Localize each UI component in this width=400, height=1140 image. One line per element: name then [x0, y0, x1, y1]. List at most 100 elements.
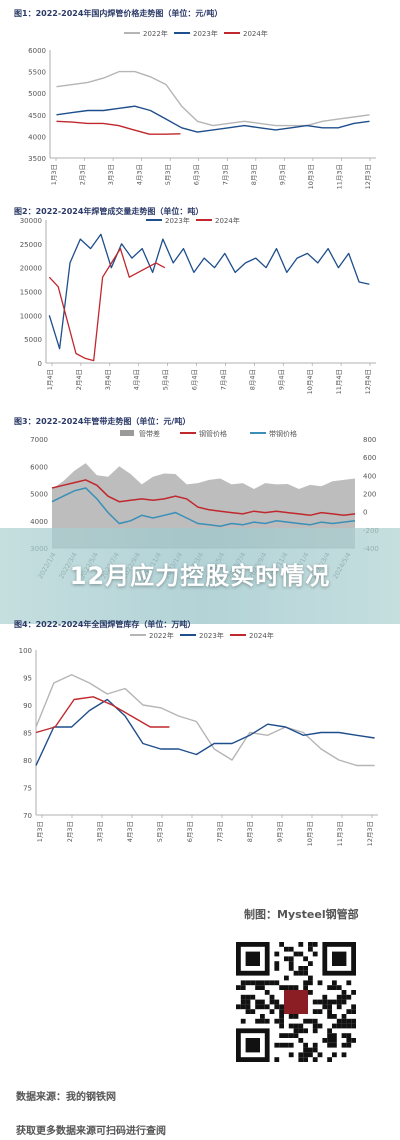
qr-module [303, 980, 308, 986]
x-tick-label: 1月3日 [36, 821, 44, 842]
qr-module [322, 1038, 328, 1043]
qr-module [303, 970, 308, 976]
qr-module [284, 946, 289, 952]
qr-module [332, 1042, 337, 1048]
y-tick-label: 25000 [20, 241, 42, 249]
more-info-note: 获取更多数据来源可扫码进行查阅 [16, 1126, 166, 1137]
qr-module [284, 1042, 289, 1048]
qr-module [260, 1018, 265, 1024]
qr-module [274, 1057, 280, 1062]
x-tick-label: 8月3日 [246, 821, 254, 842]
qr-module [327, 999, 332, 1005]
y2-tick-label: 200 [363, 491, 376, 499]
series-line-0 [48, 233, 370, 350]
y-tick-label: 3500 [28, 155, 46, 163]
x-tick-label: 12月3日 [364, 164, 372, 189]
qr-module [274, 961, 280, 966]
qr-module [312, 1028, 318, 1034]
series-line-1 [56, 105, 370, 133]
qr-module [279, 1023, 284, 1029]
qr-module [284, 985, 289, 990]
qr-module [308, 1018, 313, 1024]
x-tick-label: 8月3日 [250, 164, 258, 185]
qr-module [245, 1004, 251, 1010]
qr-module [255, 1018, 260, 1024]
chart4-svg: 70 75 80 85 90 95 100 1月3日 2月3日 3月3日 4月3日 5月3日 6月3日 7… [19, 631, 378, 846]
qr-module [312, 1057, 318, 1062]
x-tick-label: 4月4日 [133, 369, 141, 390]
qr-module [312, 951, 318, 957]
legend-label: 2023年 [199, 631, 224, 640]
qr-module [346, 1018, 352, 1024]
qr-module [308, 990, 313, 995]
y-tick-label: 75 [23, 785, 32, 793]
chart1-panel: 图1：2022-2024年国内焊管价格走势图（单位：元/吨） 3500 4000 4… [0, 0, 400, 200]
qr-module [298, 1052, 304, 1058]
y-tick-label: 70 [23, 812, 32, 820]
qr-module [269, 999, 275, 1005]
legend-label: 2024年 [215, 216, 240, 225]
qr-module [346, 1023, 352, 1029]
qr-module [279, 1004, 284, 1010]
qr-module [245, 1009, 251, 1014]
qr-module [308, 975, 313, 981]
qr-module [346, 994, 352, 1000]
qr-module [303, 1057, 308, 1062]
qr-module [293, 1033, 299, 1038]
qr-module [269, 980, 275, 986]
x-tick-label: 11月4日 [335, 369, 343, 394]
qr-finder-core [245, 951, 260, 966]
qr-module [312, 999, 318, 1005]
series-line-2 [35, 696, 170, 734]
qr-module [322, 994, 328, 1000]
y-tick-label: 5000 [28, 90, 46, 98]
qr-module [303, 1052, 308, 1058]
y-tick-label: 85 [23, 730, 32, 738]
qr-module [269, 994, 275, 1000]
qr-module [351, 1018, 356, 1024]
qr-module [298, 1023, 304, 1029]
title-banner: 12月应力控股实时情况 [0, 528, 400, 624]
chart2-panel: 图2：2022-2024年焊管成交量走势图（单位：吨） 0 5000 10000 15… [0, 200, 400, 405]
x-tick-label: 2月3日 [79, 164, 87, 185]
qr-module [341, 1033, 347, 1038]
qr-module [284, 956, 289, 962]
qr-code-icon[interactable] [236, 942, 356, 1062]
x-tick-label: 6月4日 [191, 369, 199, 390]
qr-module [245, 994, 251, 1000]
qr-module [327, 1028, 332, 1034]
y-tick-label: 6000 [30, 463, 48, 471]
qr-module [351, 990, 356, 995]
y-tick-label: 0 [38, 360, 42, 368]
qr-module [336, 1023, 342, 1029]
qr-module [332, 1023, 337, 1029]
qr-module [255, 980, 260, 986]
maker-credit: 制图：Mysteel钢管部 [244, 908, 359, 921]
qr-module [288, 966, 294, 971]
qr-module [288, 956, 294, 962]
qr-module [351, 1004, 356, 1010]
qr-module [308, 946, 313, 952]
qr-module [327, 1009, 332, 1014]
y2-tick-label: 400 [363, 472, 376, 480]
qr-module [260, 985, 265, 990]
y-tick-label: 20000 [20, 265, 42, 273]
qr-module [341, 994, 347, 1000]
x-tick-label: 9月3日 [276, 821, 284, 842]
qr-module [293, 1028, 299, 1034]
qr-module [298, 970, 304, 976]
legend-label: 2022年 [143, 29, 168, 38]
qr-module [332, 980, 337, 986]
qr-module [341, 1042, 347, 1048]
qr-module [312, 1042, 318, 1048]
qr-module [279, 985, 284, 990]
qr-module [336, 1018, 342, 1024]
qr-module [327, 1004, 332, 1010]
qr-module [312, 942, 318, 947]
chart1-svg: 3500 4000 4500 5000 5500 6000 1月3日 2月3日 3月3日 4月3日… [28, 29, 376, 189]
qr-module [260, 1014, 265, 1019]
area-series-spread [52, 463, 355, 548]
qr-module [279, 1009, 284, 1014]
legend-label: 2024年 [249, 631, 274, 640]
qr-module [274, 1004, 280, 1010]
